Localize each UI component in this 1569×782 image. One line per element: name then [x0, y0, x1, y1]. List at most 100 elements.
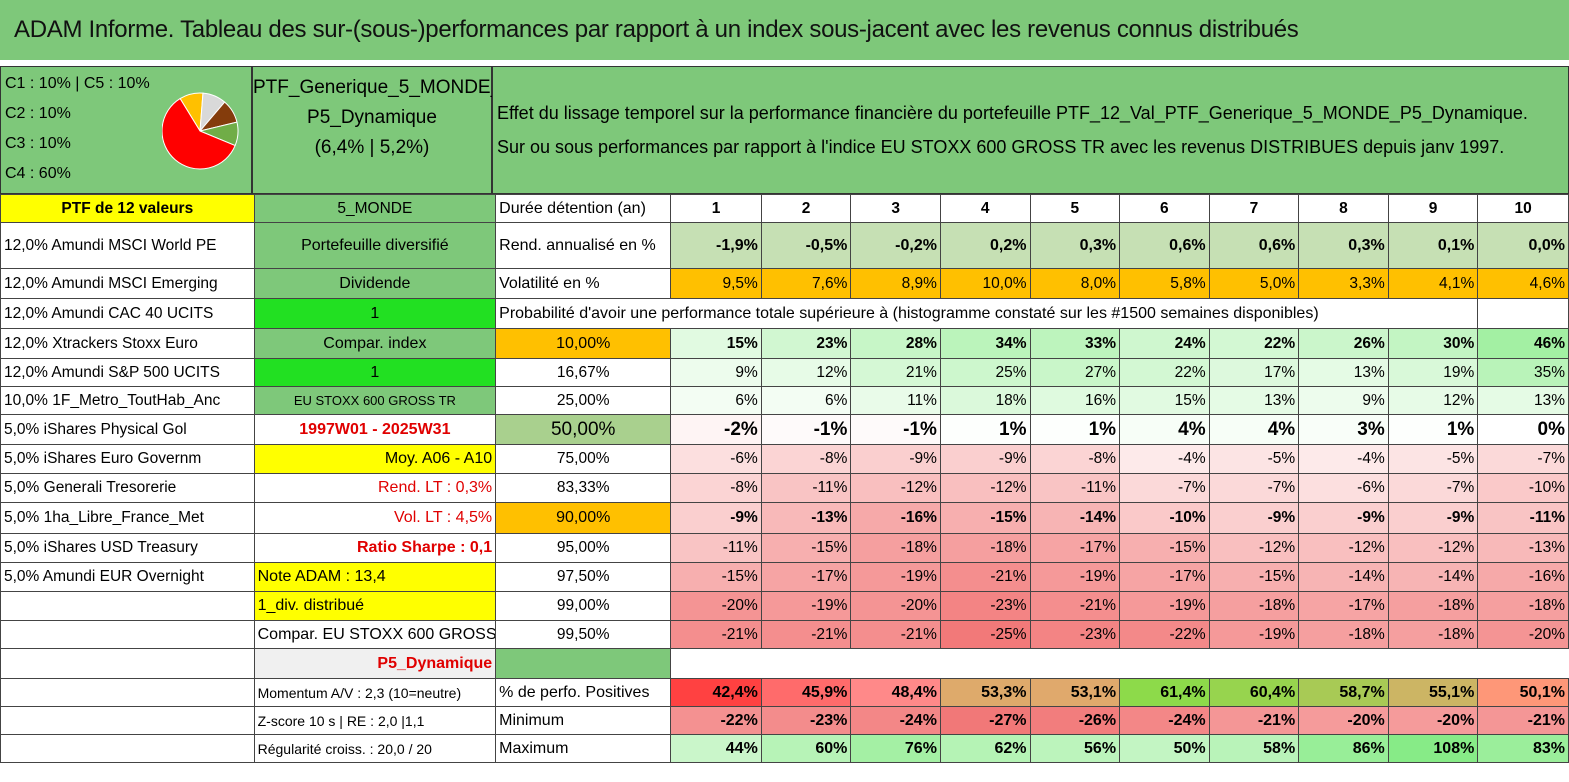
table-row: 5,0% iShares Euro Governm Moy. A06 - A10 7… — [0, 444, 1569, 474]
stat-value: 50,1% — [1477, 678, 1569, 707]
rend-value: 0,0% — [1477, 222, 1569, 269]
quantile-value: 13% — [1477, 386, 1569, 415]
stat-label: Minimum — [495, 706, 672, 735]
empty-cell — [0, 678, 255, 707]
quantile-value: 26% — [1298, 328, 1389, 359]
quantile-value: 11% — [850, 386, 941, 415]
quantile-value: 6% — [760, 386, 852, 415]
vol-value: 3,3% — [1298, 268, 1389, 299]
zone-label: 5_MONDE — [253, 194, 497, 223]
stat-value: -22% — [670, 706, 762, 735]
quantile-value: 1% — [939, 414, 1031, 445]
quantile-value: -25% — [939, 620, 1031, 649]
quantile-value: -23% — [1029, 620, 1121, 649]
empty-cell — [671, 649, 762, 679]
allocation-line: C3 : 10% — [5, 135, 71, 152]
quantile-value: 21% — [850, 358, 941, 387]
rend-value: 0,6% — [1208, 222, 1300, 269]
duration-label: Durée détention (an) — [495, 194, 672, 223]
holding-name: 5,0% 1ha_Libre_France_Met — [0, 502, 255, 534]
empty-cell — [0, 620, 255, 649]
empty-cell — [1209, 649, 1299, 679]
table-row: 5,0% Generali Tresorerie Rend. LT : 0,3% 8… — [0, 473, 1569, 503]
empty-cell — [0, 734, 255, 763]
year-header: 3 — [850, 194, 941, 223]
quantile-value: -14% — [1029, 502, 1121, 534]
stat-value: -21% — [1477, 706, 1569, 735]
quantile-value: -21% — [939, 562, 1031, 592]
quantile-value: -21% — [760, 620, 852, 649]
quantile-value: -9% — [670, 502, 762, 534]
table-row: Compar. EU STOXX 600 GROSS TR 99,50% -21% -… — [0, 620, 1569, 649]
holding-name: 5,0% iShares USD Treasury — [0, 533, 255, 563]
quantile-value: -18% — [1208, 591, 1300, 621]
table-row: 12,0% Amundi MSCI Emerging Dividende Volat… — [0, 268, 1569, 299]
quantile-label: 99,50% — [495, 620, 672, 649]
empty-cell — [1030, 649, 1120, 679]
quantile-value: -13% — [760, 502, 852, 534]
vol-value: 9,5% — [670, 268, 762, 299]
page-title: ADAM Informe. Tableau des sur-(sous-)per… — [14, 16, 1299, 43]
quantile-value: 4% — [1119, 414, 1210, 445]
quantile-value: -11% — [1477, 502, 1569, 534]
table-row: PTF de 12 valeurs 5_MONDE Durée détention … — [0, 194, 1569, 223]
vol-label: Volatilité en % — [495, 268, 672, 299]
quantile-value: -11% — [760, 473, 852, 503]
quantile-value: 4% — [1208, 414, 1300, 445]
stat-value: -26% — [1029, 706, 1121, 735]
empty-cell — [0, 591, 255, 621]
quantile-value: 15% — [670, 328, 762, 359]
title-bar: ADAM Informe. Tableau des sur-(sous-)per… — [0, 0, 1569, 62]
quantile-value: -16% — [850, 502, 941, 534]
quantile-value: -10% — [1477, 473, 1569, 503]
vol-value: 4,1% — [1387, 268, 1479, 299]
holding-name: 12,0% Amundi S&P 500 UCITS — [0, 358, 255, 387]
quantile-value: 0% — [1477, 414, 1569, 445]
quantile-value: -19% — [1119, 591, 1210, 621]
stat-value: 58,7% — [1298, 678, 1389, 707]
stat-value: 76% — [850, 734, 941, 763]
empty-cell — [1120, 649, 1210, 679]
stat-value: 60,4% — [1208, 678, 1300, 707]
table-row: Momentum A/V : 2,3 (10=neutre)% de perfo… — [0, 678, 1569, 707]
year-header: 2 — [760, 194, 852, 223]
stat-value: 60% — [760, 734, 852, 763]
quantile-value: -9% — [939, 444, 1031, 474]
quantile-value: -7% — [1119, 473, 1210, 503]
quantile-label: 16,67% — [495, 358, 672, 387]
stat-value: -23% — [760, 706, 852, 735]
info-cell: 1_div. distribué — [253, 591, 497, 621]
divider — [0, 62, 1569, 66]
info-cell: 1997W01 - 2025W31 — [253, 414, 497, 445]
quantile-value: -11% — [1029, 473, 1121, 503]
portfolio-perf: (6,4% | 5,2%) — [314, 137, 430, 158]
quantile-value: -6% — [670, 444, 762, 474]
table-row: P5_Dynamique — [0, 648, 1569, 679]
table-row: 5,0% Amundi EUR Overnight Note ADAM : 13,… — [0, 562, 1569, 592]
info-cell: Moy. A06 - A10 — [253, 444, 497, 474]
quantile-value: -19% — [850, 562, 941, 592]
holding-name: 5,0% iShares Euro Governm — [0, 444, 255, 474]
quantile-value: -18% — [1387, 591, 1479, 621]
quantile-value: 13% — [1208, 386, 1300, 415]
performance-table: PTF de 12 valeurs 5_MONDE Durée détention … — [0, 194, 1569, 763]
year-header: 9 — [1387, 194, 1479, 223]
holding-name: 5,0% Amundi EUR Overnight — [0, 562, 255, 592]
quantile-value: -21% — [850, 620, 941, 649]
table-row: 12,0% Xtrackers Stoxx Euro Compar. index 1… — [0, 328, 1569, 359]
rend-value: 0,2% — [939, 222, 1031, 269]
allocation-line: C2 : 10% — [5, 105, 71, 122]
quantile-value: -4% — [1119, 444, 1210, 474]
quantile-value: -5% — [1208, 444, 1300, 474]
vol-value: 5,8% — [1119, 268, 1210, 299]
info-cell: 1 — [253, 298, 497, 329]
empty-cell — [0, 648, 255, 679]
quantile-value: 17% — [1208, 358, 1300, 387]
table-row: 5,0% iShares USD Treasury Ratio Sharpe : … — [0, 533, 1569, 563]
stat-value: 86% — [1298, 734, 1389, 763]
quantile-value: -13% — [1477, 533, 1569, 563]
year-header: 7 — [1208, 194, 1300, 223]
quantile-value: 24% — [1119, 328, 1210, 359]
quantile-value: -8% — [760, 444, 852, 474]
info-cell: Compar. index — [253, 328, 497, 359]
